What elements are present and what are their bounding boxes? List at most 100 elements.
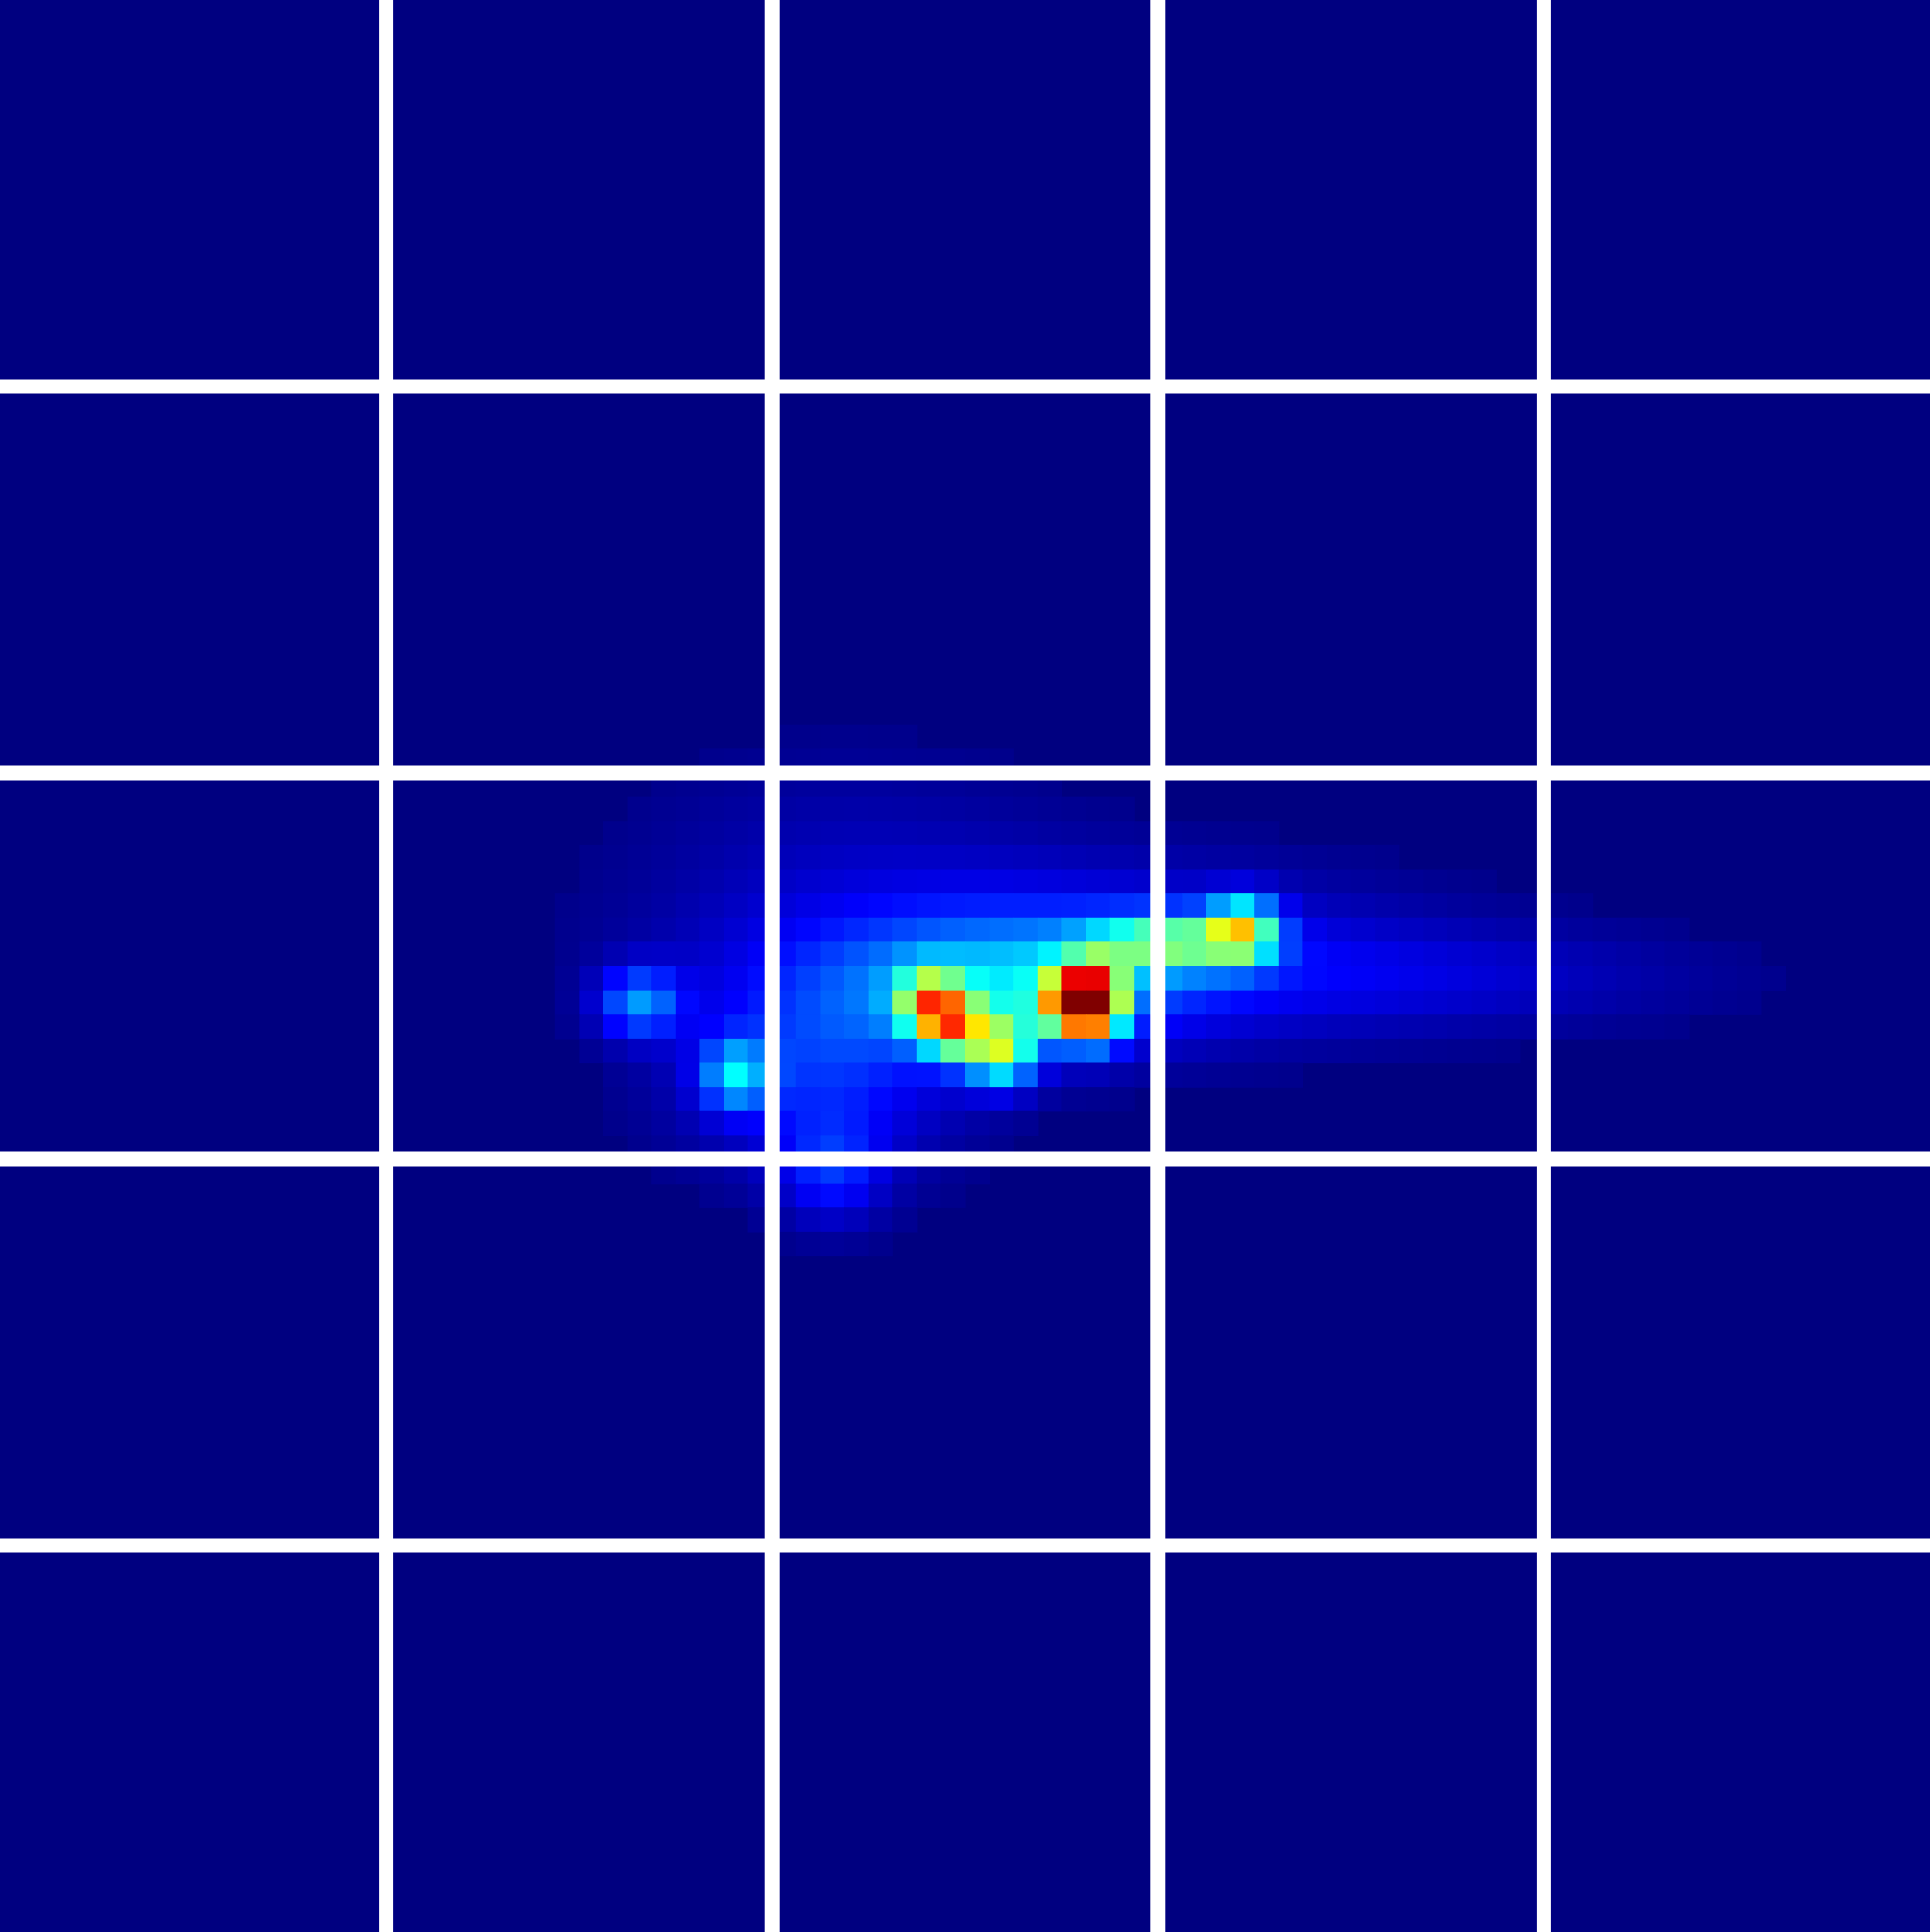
heatmap-cell xyxy=(844,917,870,942)
heatmap-cell xyxy=(1640,917,1665,942)
heatmap-cell xyxy=(1013,893,1039,919)
heatmap-cell xyxy=(795,724,821,749)
heatmap-cell xyxy=(651,844,677,871)
heatmap-cell xyxy=(1375,1038,1400,1064)
heatmap-cell xyxy=(989,1038,1014,1064)
heatmap-cell xyxy=(1471,1038,1497,1064)
heatmap-cell xyxy=(1737,941,1762,967)
heatmap-cell xyxy=(675,1062,700,1088)
heatmap-cell xyxy=(1302,869,1328,894)
heatmap-cell xyxy=(844,869,870,894)
heatmap-cell xyxy=(844,893,870,919)
heatmap-cell xyxy=(916,1014,941,1040)
heatmap-cell xyxy=(1037,796,1062,822)
heatmap-cell xyxy=(1592,917,1617,942)
heatmap-cell xyxy=(1254,821,1280,846)
heatmap-cell xyxy=(989,917,1014,942)
heatmap-cell xyxy=(1013,941,1039,967)
heatmap-cell xyxy=(989,1110,1014,1136)
heatmap-cell xyxy=(1448,893,1473,919)
heatmap-cell xyxy=(989,893,1014,919)
heatmap-cell xyxy=(844,1207,870,1233)
heatmap-cell xyxy=(1375,917,1400,942)
heatmap-cell xyxy=(554,917,580,942)
heatmap-cell xyxy=(1350,893,1376,919)
heatmap-cell xyxy=(724,1014,749,1040)
heatmap-cell xyxy=(820,917,845,942)
heatmap-cell xyxy=(675,917,700,942)
heatmap-cell xyxy=(989,821,1014,846)
heatmap-cell xyxy=(1182,941,1207,967)
heatmap-cell xyxy=(795,917,821,942)
heatmap-cell xyxy=(868,1231,893,1257)
heatmap-cell xyxy=(651,1014,677,1040)
heatmap-cell xyxy=(1278,893,1303,919)
heatmap-cell xyxy=(1037,966,1062,991)
heatmap-cell xyxy=(651,821,677,846)
heatmap-cell xyxy=(795,1231,821,1257)
heatmap-cell xyxy=(554,941,580,967)
heatmap-cell xyxy=(1568,917,1594,942)
heatmap-cell xyxy=(916,1183,941,1208)
heatmap-cell xyxy=(1206,893,1232,919)
heatmap-cell xyxy=(627,966,652,991)
heatmap-cell xyxy=(820,821,845,846)
heatmap-cell xyxy=(1109,821,1135,846)
heatmap-cell xyxy=(795,821,821,846)
heatmap-cell xyxy=(940,1062,966,1088)
heatmap-cell xyxy=(1302,893,1328,919)
grid-line-vertical xyxy=(379,0,394,1932)
heatmap-cell xyxy=(724,1183,749,1208)
heatmap-cell xyxy=(892,844,918,871)
heatmap-cell xyxy=(554,1014,580,1040)
heatmap-cell xyxy=(724,1087,749,1112)
heatmap-cell xyxy=(1182,1014,1207,1040)
heatmap-cell xyxy=(1182,917,1207,942)
heatmap-cell xyxy=(1423,990,1448,1015)
heatmap-cell xyxy=(1375,966,1400,991)
heatmap-cell xyxy=(892,1062,918,1088)
heatmap-cell xyxy=(1086,844,1111,871)
heatmap-cell xyxy=(699,821,725,846)
heatmap-cell xyxy=(892,869,918,894)
heatmap-cell xyxy=(724,821,749,846)
heatmap-cell xyxy=(795,1110,821,1136)
heatmap-cell xyxy=(1086,1062,1111,1088)
heatmap-cell xyxy=(868,724,893,749)
heatmap-cell xyxy=(1496,1038,1521,1064)
heatmap-cell xyxy=(1278,990,1303,1015)
heatmap-cell xyxy=(1037,821,1062,846)
heatmap-cell xyxy=(1448,917,1473,942)
heatmap-cell xyxy=(795,869,821,894)
heatmap-cell xyxy=(1302,844,1328,871)
heatmap-cell xyxy=(892,796,918,822)
heatmap-cell xyxy=(724,796,749,822)
heatmap-cell xyxy=(1448,1014,1473,1040)
heatmap-cell xyxy=(1568,941,1594,967)
heatmap-cell xyxy=(1206,821,1232,846)
heatmap-cell xyxy=(1398,1014,1424,1040)
heatmap-cell xyxy=(892,941,918,967)
heatmap-cell xyxy=(1013,796,1039,822)
heatmap-cell xyxy=(1230,1062,1255,1088)
heatmap-cell xyxy=(1061,917,1087,942)
heatmap-cell xyxy=(1086,1087,1111,1112)
heatmap-cell xyxy=(940,1038,966,1064)
heatmap-cell xyxy=(651,1087,677,1112)
heatmap-cell xyxy=(868,1038,893,1064)
heatmap-cell xyxy=(795,1087,821,1112)
heatmap-cell xyxy=(1471,869,1497,894)
heatmap-cell xyxy=(1350,941,1376,967)
heatmap-cell xyxy=(724,893,749,919)
heatmap-cell xyxy=(627,990,652,1015)
heatmap-cell xyxy=(1448,990,1473,1015)
heatmap-cell xyxy=(1013,1110,1039,1136)
heatmap-cell xyxy=(1398,941,1424,967)
heatmap-cell xyxy=(699,990,725,1015)
heatmap-cell xyxy=(1278,869,1303,894)
heatmap-cell xyxy=(868,1183,893,1208)
heatmap-cell xyxy=(1375,893,1400,919)
heatmap-cell xyxy=(1664,941,1690,967)
heatmap-cell xyxy=(1230,966,1255,991)
heatmap-cell xyxy=(1206,869,1232,894)
